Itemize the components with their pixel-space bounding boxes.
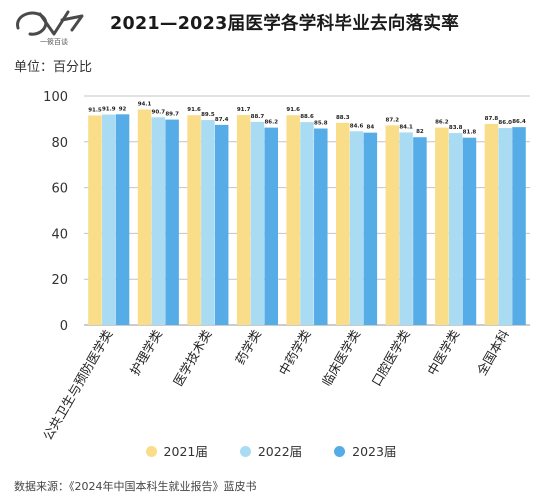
y-tick-label: 80 bbox=[51, 136, 68, 151]
bar bbox=[201, 120, 215, 325]
data-label: 88.6 bbox=[300, 114, 314, 120]
bar bbox=[187, 115, 201, 326]
data-label: 88.3 bbox=[336, 115, 350, 121]
legend-label-2022: 2022届 bbox=[257, 444, 303, 459]
bar bbox=[363, 132, 378, 325]
x-tick-label: 医学技术类 bbox=[170, 327, 214, 389]
bar bbox=[300, 122, 314, 325]
bar bbox=[448, 133, 463, 325]
bar bbox=[286, 115, 300, 326]
bar bbox=[314, 128, 328, 325]
data-label: 86.0 bbox=[498, 120, 512, 126]
legend: 2021届 2022届 2023届 bbox=[0, 441, 542, 460]
bar-chart: 0 20 40 60 80 100 91.5 91.9 92 公共卫生与预防医学类 94.190.7… bbox=[40, 90, 530, 440]
legend-item-2021: 2021届 bbox=[145, 441, 208, 460]
source-note: 数据来源：《2024年中国本科生就业报告》蓝皮书 bbox=[14, 480, 257, 493]
data-label: 91.6 bbox=[286, 107, 300, 113]
bar bbox=[115, 114, 130, 325]
bar bbox=[399, 132, 413, 325]
x-tick-label: 药学类 bbox=[232, 327, 264, 367]
x-tick-label: 中医学类 bbox=[424, 327, 462, 378]
data-label: 88.7 bbox=[251, 114, 265, 120]
legend-swatch-2021 bbox=[145, 446, 157, 457]
data-label: 92 bbox=[119, 106, 127, 112]
data-label: 87.4 bbox=[215, 117, 229, 123]
legend-swatch-2023 bbox=[334, 446, 346, 457]
unit-label: 单位：百分比 bbox=[14, 60, 93, 75]
legend-item-2022: 2022届 bbox=[239, 441, 303, 460]
x-tick-label: 公共卫生与预防医学类 bbox=[40, 327, 116, 440]
data-label: 87.2 bbox=[386, 117, 400, 123]
x-tick-label: 口腔医学类 bbox=[368, 327, 412, 389]
chart-title: 2021—2023届医学各学科毕业去向落实率 bbox=[110, 14, 460, 34]
legend-label-2023: 2023届 bbox=[352, 444, 397, 459]
bar bbox=[137, 109, 152, 325]
brand-logo: 一筱百谈 bbox=[16, 10, 84, 46]
bar bbox=[264, 127, 278, 326]
data-label: 91.6 bbox=[187, 107, 201, 113]
bar bbox=[336, 122, 350, 325]
bar bbox=[151, 117, 166, 325]
data-label: 86.2 bbox=[264, 120, 278, 126]
bar bbox=[484, 123, 499, 325]
bar bbox=[102, 114, 116, 325]
data-label: 84 bbox=[367, 125, 375, 131]
data-label: 94.1 bbox=[138, 102, 152, 108]
data-label: 81.8 bbox=[463, 130, 477, 136]
y-tick-label: 20 bbox=[51, 273, 68, 288]
y-tick-label: 60 bbox=[51, 182, 68, 197]
data-label: 89.7 bbox=[165, 112, 179, 118]
data-label: 86.4 bbox=[512, 119, 526, 125]
data-label: 84.1 bbox=[399, 124, 413, 130]
legend-swatch-2022 bbox=[239, 446, 251, 457]
bar bbox=[435, 127, 449, 326]
data-label: 86.2 bbox=[435, 120, 449, 126]
bar bbox=[236, 115, 251, 325]
data-label: 91.9 bbox=[102, 107, 116, 113]
data-label: 90.7 bbox=[152, 109, 166, 115]
x-tick-label: 护理学类 bbox=[127, 327, 165, 378]
bar bbox=[385, 125, 400, 325]
x-tick-label: 全国本科 bbox=[474, 327, 512, 378]
data-label: 83.8 bbox=[449, 125, 463, 131]
data-label: 91.7 bbox=[237, 107, 251, 113]
y-tick-label: 100 bbox=[43, 90, 68, 105]
legend-label-2021: 2021届 bbox=[163, 444, 208, 459]
y-tick-label: 40 bbox=[51, 227, 68, 242]
bar bbox=[413, 137, 427, 325]
logo-text: 一筱百谈 bbox=[40, 37, 68, 46]
data-label: 85.8 bbox=[314, 121, 328, 127]
data-label: 87.8 bbox=[485, 116, 499, 122]
data-label: 84.6 bbox=[350, 123, 364, 129]
x-tick-label: 中药学类 bbox=[276, 327, 314, 378]
bar bbox=[462, 137, 477, 325]
data-label: 89.5 bbox=[201, 112, 215, 118]
data-label: 82 bbox=[416, 129, 424, 135]
bar bbox=[214, 124, 229, 325]
bar bbox=[512, 127, 526, 325]
bar bbox=[349, 131, 364, 325]
y-tick-label: 0 bbox=[60, 319, 68, 334]
bar bbox=[498, 128, 512, 325]
bar bbox=[88, 115, 102, 325]
x-tick-label: 临床医学类 bbox=[319, 327, 363, 389]
bar bbox=[250, 121, 265, 325]
bar bbox=[165, 119, 179, 325]
data-label: 91.5 bbox=[88, 107, 102, 113]
legend-item-2023: 2023届 bbox=[334, 441, 396, 460]
